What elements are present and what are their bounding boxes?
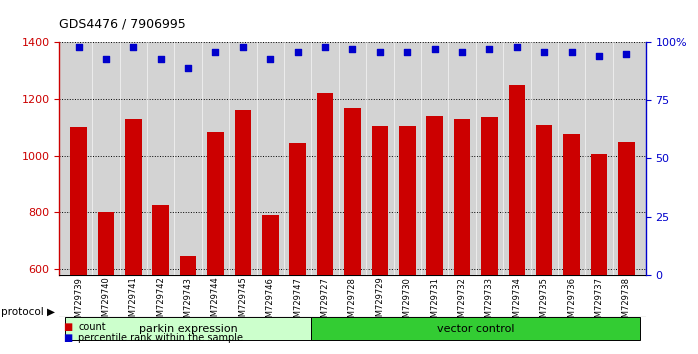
Bar: [536, 125, 553, 354]
Bar: [311, 317, 640, 340]
Text: GDS4476 / 7906995: GDS4476 / 7906995: [59, 17, 186, 30]
Text: vector control: vector control: [437, 324, 514, 333]
Bar: [509, 85, 525, 354]
Text: GSM729729: GSM729729: [376, 276, 385, 327]
Text: GSM729731: GSM729731: [430, 276, 439, 327]
Point: [456, 49, 468, 55]
Point: [210, 49, 221, 55]
Text: parkin expression: parkin expression: [139, 324, 237, 333]
Bar: [371, 126, 388, 354]
Point: [621, 51, 632, 57]
Bar: [125, 119, 142, 354]
Point: [566, 49, 577, 55]
Point: [265, 56, 276, 62]
Text: GSM729730: GSM729730: [403, 276, 412, 327]
Point: [182, 65, 193, 71]
Text: GSM729744: GSM729744: [211, 276, 220, 327]
Bar: [399, 126, 415, 354]
Text: count: count: [78, 322, 106, 332]
Text: protocol ▶: protocol ▶: [1, 307, 55, 316]
Point: [429, 47, 440, 52]
Text: GSM729733: GSM729733: [485, 276, 494, 328]
Bar: [262, 215, 279, 354]
Bar: [618, 142, 634, 354]
Bar: [98, 212, 114, 354]
Point: [512, 44, 523, 50]
Text: GSM729736: GSM729736: [567, 276, 576, 328]
Text: GSM729732: GSM729732: [458, 276, 466, 327]
Bar: [70, 127, 87, 354]
Point: [237, 44, 248, 50]
Point: [539, 49, 550, 55]
Bar: [317, 93, 334, 354]
Point: [402, 49, 413, 55]
Text: GSM729742: GSM729742: [156, 276, 165, 327]
Point: [155, 56, 166, 62]
Text: GSM729740: GSM729740: [101, 276, 110, 327]
Bar: [235, 110, 251, 354]
Point: [128, 44, 139, 50]
Bar: [152, 205, 169, 354]
Text: GSM729734: GSM729734: [512, 276, 521, 327]
Text: GSM729739: GSM729739: [74, 276, 83, 327]
Text: GSM729741: GSM729741: [129, 276, 138, 327]
Bar: [426, 116, 443, 354]
Text: GSM729727: GSM729727: [320, 276, 329, 327]
Text: ■: ■: [63, 333, 72, 343]
Bar: [344, 108, 361, 354]
Text: percentile rank within the sample: percentile rank within the sample: [78, 333, 243, 343]
Point: [101, 56, 112, 62]
Bar: [454, 119, 470, 354]
Point: [484, 47, 495, 52]
Text: ■: ■: [63, 322, 72, 332]
Text: GSM729747: GSM729747: [293, 276, 302, 327]
Text: GSM729728: GSM729728: [348, 276, 357, 327]
Text: GSM729737: GSM729737: [595, 276, 604, 328]
Point: [347, 47, 358, 52]
Text: GSM729738: GSM729738: [622, 276, 631, 328]
Point: [320, 44, 331, 50]
Text: GSM729746: GSM729746: [266, 276, 275, 327]
Text: GSM729735: GSM729735: [540, 276, 549, 327]
Point: [292, 49, 303, 55]
Point: [374, 49, 385, 55]
Bar: [563, 135, 580, 354]
Bar: [591, 154, 607, 354]
Bar: [481, 118, 498, 354]
Text: GSM729745: GSM729745: [239, 276, 247, 327]
Bar: [180, 256, 196, 354]
Bar: [207, 132, 224, 354]
Bar: [65, 317, 311, 340]
Bar: [290, 143, 306, 354]
Text: GSM729743: GSM729743: [184, 276, 193, 327]
Point: [73, 44, 84, 50]
Point: [593, 53, 604, 59]
